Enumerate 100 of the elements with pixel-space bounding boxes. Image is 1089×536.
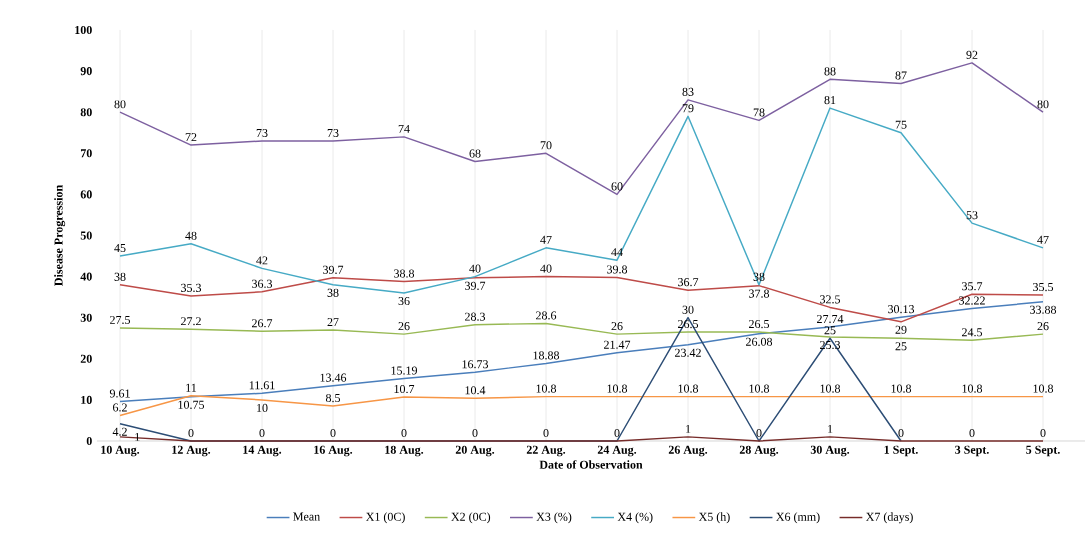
legend-label: X6 (mm) — [776, 512, 820, 524]
data-label: 60 — [611, 182, 623, 191]
data-label: 26.7 — [252, 319, 273, 328]
y-tick-label: 40 — [80, 272, 92, 281]
data-label: 80 — [1037, 100, 1049, 109]
y-tick-label: 20 — [80, 354, 92, 363]
data-label: 10.8 — [536, 384, 557, 393]
data-label: 27.74 — [817, 314, 844, 324]
data-label: 26.5 — [749, 320, 770, 329]
y-tick-label: 80 — [80, 108, 92, 117]
data-label: 38.8 — [394, 269, 415, 278]
data-label: 27 — [327, 318, 339, 326]
data-label: 39.7 — [323, 265, 344, 274]
data-label: 11.61 — [249, 381, 275, 390]
data-label: 0 — [401, 428, 407, 438]
data-label: 36.3 — [252, 279, 273, 288]
y-tick-label: 70 — [80, 149, 92, 158]
x-tick-label: 20 Aug. — [455, 445, 495, 457]
data-label: 27.5 — [110, 315, 131, 325]
data-label: 39.7 — [465, 281, 486, 290]
data-label: 21.47 — [604, 340, 631, 349]
data-label: 10.7 — [394, 384, 415, 394]
data-label: 40 — [540, 264, 552, 273]
data-label: 35.7 — [962, 282, 983, 291]
x-tick-label: 3 Sept. — [955, 445, 989, 457]
data-label: 32.22 — [959, 296, 985, 305]
data-label: 78 — [753, 108, 765, 117]
data-label: 32.5 — [820, 295, 841, 304]
data-label: 40 — [469, 264, 481, 273]
data-label: 10.8 — [891, 384, 912, 393]
data-label: 25 — [824, 326, 836, 335]
y-tick-label: 60 — [80, 190, 92, 199]
data-label: 28.3 — [465, 312, 486, 321]
y-tick-label: 50 — [80, 231, 92, 240]
data-label: 29 — [895, 325, 907, 334]
y-tick-label: 100 — [75, 25, 92, 35]
data-label: 0 — [188, 428, 194, 438]
data-label: 74 — [398, 124, 410, 133]
x-tick-label: 30 Aug. — [810, 445, 850, 457]
data-label: 15.19 — [391, 366, 417, 375]
data-label: 0 — [1040, 428, 1046, 438]
data-label: 68 — [469, 149, 481, 158]
data-label: 35.3 — [181, 283, 202, 292]
legend-label: X5 (h) — [698, 512, 730, 524]
x-tick-label: 18 Aug. — [385, 445, 424, 457]
data-label: 10.8 — [1033, 384, 1054, 393]
legend-label: X2 (0C) — [451, 512, 491, 524]
x-tick-label: 28 Aug. — [739, 445, 779, 457]
data-label: 10.8 — [962, 384, 983, 393]
data-label: 92 — [966, 50, 978, 59]
x-tick-label: 10 Aug. — [101, 445, 140, 457]
data-label: 53 — [966, 211, 978, 220]
data-label: 73 — [327, 128, 339, 138]
y-tick-label: 0 — [86, 436, 92, 446]
data-label: 36 — [398, 297, 410, 306]
data-label: 1 — [828, 424, 833, 433]
data-label: 11 — [186, 383, 197, 392]
data-label: 79 — [682, 104, 694, 113]
data-label: 18.88 — [533, 351, 560, 360]
data-label: 42 — [256, 256, 268, 265]
x-tick-label: 22 Aug. — [526, 445, 566, 457]
x-tick-label: 1 Sept. — [884, 445, 918, 457]
legend-label: X7 (days) — [866, 512, 913, 524]
data-label: 27.2 — [181, 317, 201, 326]
data-label: 47 — [540, 235, 552, 244]
data-label: 70 — [540, 141, 552, 150]
data-label: 0 — [898, 428, 904, 438]
data-label: 26.08 — [746, 337, 773, 346]
x-tick-label: 5 Sept. — [1026, 445, 1060, 457]
data-label: 0 — [543, 428, 549, 438]
data-label: 36.7 — [678, 278, 699, 287]
x-tick-label: 14 Aug. — [243, 445, 282, 457]
data-label: 26 — [1037, 322, 1049, 331]
data-label: 23.42 — [675, 348, 701, 357]
legend-label: X4 (%) — [617, 512, 653, 524]
data-label: 80 — [114, 100, 126, 109]
data-label: 0 — [756, 428, 762, 438]
legend-label: X1 (0C) — [366, 512, 405, 524]
y-axis-title: Disease Progression — [54, 185, 66, 286]
data-label: 4.2 — [112, 427, 127, 436]
data-label: 10.8 — [607, 384, 628, 393]
data-label: 0 — [472, 428, 478, 438]
y-tick-label: 90 — [80, 67, 92, 76]
data-label: 75 — [895, 120, 907, 129]
data-label: 39.8 — [607, 265, 628, 274]
data-label: 47 — [1037, 235, 1049, 244]
data-label: 87 — [895, 71, 907, 80]
data-label: 81 — [824, 96, 836, 105]
data-label: 37.8 — [749, 289, 770, 298]
data-label: 88 — [824, 67, 836, 76]
data-label: 0 — [969, 428, 975, 438]
y-tick-label: 10 — [81, 395, 92, 404]
data-label: 0 — [330, 428, 336, 438]
data-label: 26 — [398, 322, 410, 331]
data-label: 73 — [256, 128, 268, 138]
data-label: 38 — [114, 272, 126, 281]
data-label: 8.5 — [325, 393, 341, 403]
data-label: 83 — [682, 87, 694, 96]
y-tick-label: 30 — [80, 313, 92, 322]
data-label: 16.73 — [462, 360, 489, 369]
